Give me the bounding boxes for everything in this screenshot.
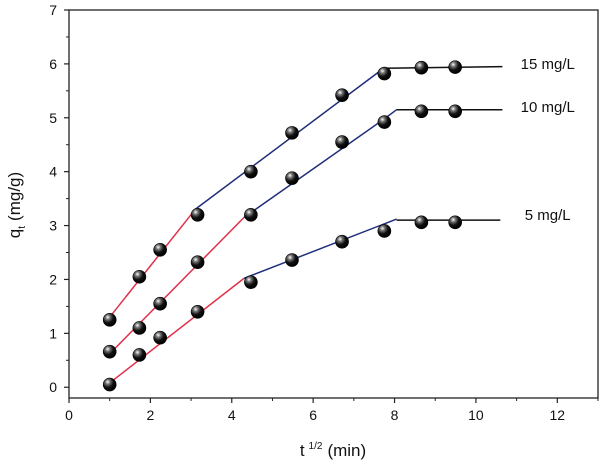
- x-tick-label: 2: [146, 407, 154, 423]
- data-point: [132, 348, 147, 362]
- y-tick-label: 3: [49, 218, 57, 234]
- series-label: 10 mg/L: [521, 99, 575, 116]
- data-point: [102, 344, 117, 359]
- data-point: [190, 255, 205, 270]
- fit-line-10mgL-1: [243, 109, 398, 219]
- data-point: [102, 377, 117, 392]
- data-point: [153, 296, 167, 311]
- data-point: [132, 269, 147, 284]
- data-point: [244, 164, 258, 179]
- data-point: [414, 215, 429, 230]
- x-tick-label: 4: [228, 407, 236, 423]
- x-tick-label: 12: [550, 407, 566, 423]
- data-point: [335, 135, 349, 149]
- x-tick-label: 0: [65, 407, 73, 423]
- y-tick-label: 0: [49, 379, 57, 395]
- data-point: [377, 224, 392, 238]
- data-point: [153, 330, 167, 345]
- data-point: [102, 313, 117, 327]
- data-point: [244, 207, 258, 222]
- data-point: [153, 243, 167, 257]
- y-tick-label: 5: [49, 110, 57, 126]
- data-point: [190, 304, 205, 319]
- data-point: [377, 115, 392, 129]
- data-point: [285, 126, 299, 140]
- y-tick-label: 6: [49, 56, 57, 72]
- fit-line-5mgL-1: [243, 218, 397, 280]
- data-point: [190, 207, 205, 222]
- data-points: [102, 60, 462, 392]
- y-tick-label: 4: [49, 164, 57, 180]
- data-point: [244, 275, 258, 289]
- data-point: [335, 88, 349, 102]
- data-point: [414, 60, 429, 75]
- x-tick-label: 10: [468, 407, 484, 423]
- series-label: 5 mg/L: [525, 207, 571, 224]
- data-point: [285, 171, 299, 185]
- data-point: [132, 321, 147, 335]
- data-point: [448, 104, 462, 119]
- fit-line-15mgL-1: [194, 68, 383, 210]
- y-axis-label: qt(mg/g): [5, 172, 28, 238]
- x-tick-label: 8: [391, 407, 399, 423]
- data-point: [448, 60, 462, 74]
- fit-line-15mgL-2: [384, 65, 503, 69]
- data-point: [377, 66, 392, 81]
- y-tick-label: 7: [49, 2, 57, 18]
- y-tick-label: 2: [49, 271, 57, 287]
- plot-frame: [68, 9, 599, 399]
- data-point: [414, 104, 429, 119]
- annotations: 15 mg/L 10 mg/L 5 mg/L: [521, 56, 575, 224]
- data-point: [335, 234, 349, 249]
- fit-line-10mgL-0: [109, 216, 245, 355]
- data-point: [285, 253, 299, 267]
- series-label: 15 mg/L: [521, 56, 575, 73]
- fit-line-5mgL-0: [109, 277, 245, 384]
- x-axis-label: t 1/2 (min): [300, 441, 366, 460]
- fit-lines: [109, 65, 503, 384]
- y-tick-label: 1: [49, 325, 57, 341]
- x-tick-label: 6: [309, 407, 317, 423]
- fit-line-15mgL-0: [109, 211, 194, 318]
- data-point: [448, 215, 462, 230]
